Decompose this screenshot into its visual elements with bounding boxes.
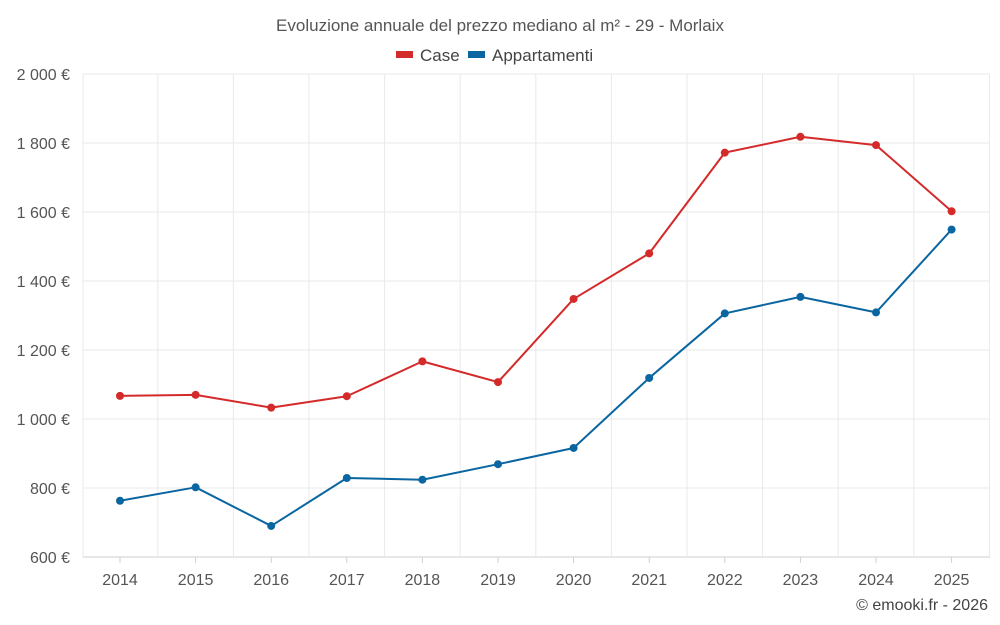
data-point-appartamenti[interactable] bbox=[947, 225, 956, 234]
chart-title: Evoluzione annuale del prezzo mediano al… bbox=[276, 16, 724, 35]
data-point-appartamenti[interactable] bbox=[267, 521, 276, 530]
data-point-case[interactable] bbox=[720, 148, 729, 157]
data-point-case[interactable] bbox=[872, 141, 880, 150]
data-point-appartamenti[interactable] bbox=[116, 496, 124, 505]
x-tick-label: 2022 bbox=[707, 572, 743, 589]
gridlines bbox=[82, 73, 990, 558]
x-tick-label: 2025 bbox=[934, 572, 970, 589]
y-tick-label: 1 800 € bbox=[17, 136, 70, 153]
y-tick-label: 600 € bbox=[30, 550, 70, 567]
legend-swatch-case bbox=[396, 51, 413, 58]
data-point-case[interactable] bbox=[418, 357, 427, 366]
data-point-case[interactable] bbox=[796, 132, 805, 141]
data-point-appartamenti[interactable] bbox=[418, 475, 427, 484]
legend-label-case[interactable]: Case bbox=[420, 46, 460, 65]
y-tick-label: 1 400 € bbox=[17, 274, 70, 291]
x-tick-label: 2016 bbox=[253, 572, 289, 589]
data-point-case[interactable] bbox=[191, 390, 200, 399]
data-point-appartamenti[interactable] bbox=[342, 473, 351, 482]
data-point-case[interactable] bbox=[116, 391, 124, 400]
x-tick-label: 2023 bbox=[783, 572, 819, 589]
x-tick-label: 2024 bbox=[858, 572, 894, 589]
legend-swatch-appartamenti bbox=[468, 51, 485, 58]
credit-text: © emooki.fr - 2026 bbox=[856, 597, 988, 614]
data-point-appartamenti[interactable] bbox=[569, 443, 578, 452]
data-point-case[interactable] bbox=[342, 392, 351, 401]
y-tick-label: 1 200 € bbox=[17, 343, 70, 360]
data-point-appartamenti[interactable] bbox=[494, 460, 502, 469]
data-point-case[interactable] bbox=[267, 403, 276, 412]
x-tick-label: 2018 bbox=[405, 572, 441, 589]
series-line-case bbox=[119, 135, 953, 409]
series-group bbox=[116, 132, 956, 530]
data-point-case[interactable] bbox=[569, 294, 578, 303]
data-point-case[interactable] bbox=[947, 207, 956, 216]
legend-label-appartamenti[interactable]: Appartamenti bbox=[492, 46, 593, 65]
x-tick-label: 2021 bbox=[631, 572, 667, 589]
x-axis-ticks: 2014 2015 2016 2017 2018 2019 2020 2021 2022 2023… bbox=[102, 557, 969, 589]
x-tick-label: 2015 bbox=[178, 572, 214, 589]
data-point-case[interactable] bbox=[494, 378, 502, 387]
y-tick-label: 800 € bbox=[30, 481, 70, 498]
legend: Case Appartamenti bbox=[396, 46, 593, 65]
data-point-case[interactable] bbox=[645, 249, 654, 258]
y-axis-ticks: 600 € 800 € 1 000 € 1 200 € 1 400 € 1 600 € 1 … bbox=[17, 67, 70, 567]
data-point-appartamenti[interactable] bbox=[191, 483, 200, 492]
data-point-appartamenti[interactable] bbox=[872, 308, 880, 317]
x-tick-label: 2014 bbox=[102, 572, 138, 589]
y-tick-label: 1 600 € bbox=[17, 205, 70, 222]
y-tick-label: 1 000 € bbox=[17, 412, 70, 429]
y-tick-label: 2 000 € bbox=[17, 67, 70, 84]
data-point-appartamenti[interactable] bbox=[720, 309, 729, 318]
x-tick-label: 2017 bbox=[329, 572, 365, 589]
series-line-appartamenti bbox=[119, 228, 953, 527]
x-tick-label: 2020 bbox=[556, 572, 592, 589]
data-point-appartamenti[interactable] bbox=[645, 373, 654, 382]
data-point-appartamenti[interactable] bbox=[796, 292, 805, 301]
x-tick-label: 2019 bbox=[480, 572, 516, 589]
